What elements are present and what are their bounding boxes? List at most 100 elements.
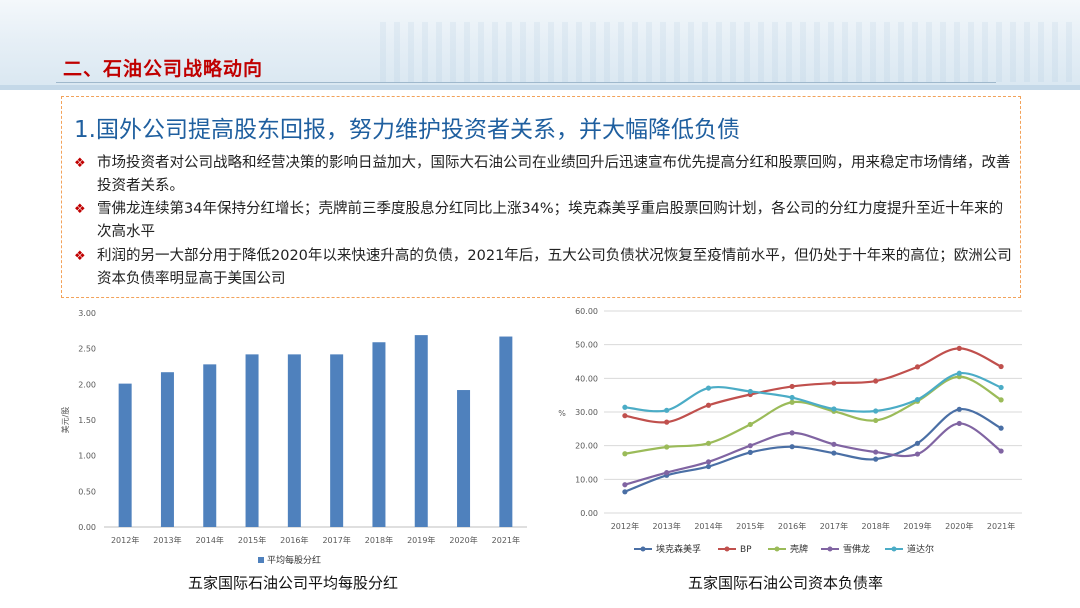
x-tick-label: 2021年 [987,521,1015,531]
x-tick-label: 2015年 [238,535,266,545]
series-point [998,425,1004,431]
series-line [624,422,1002,486]
series-point [831,441,837,447]
x-tick-label: 2012年 [611,521,639,531]
bar-legend: 平均每股分红 [258,554,321,566]
x-tick-label: 2013年 [153,535,181,545]
series-point [747,421,753,428]
series-point [998,384,1004,391]
series-line [624,347,1002,424]
x-tick-label: 2015年 [736,521,764,531]
series-point [831,450,837,456]
banner-decoration [380,22,1080,82]
legend-label: 壳牌 [790,543,808,555]
series-point [664,444,670,450]
series-point [873,449,879,455]
series-point [705,463,712,470]
x-tick-label: 2018年 [365,535,393,545]
series-point [622,489,628,495]
y-tick-label: 20.00 [575,442,598,451]
x-tick-label: 2014年 [196,535,224,545]
x-tick-label: 2019年 [903,521,931,531]
y-tick-label: 10.00 [575,475,598,484]
bar [372,342,386,527]
legend-label: 埃克森美孚 [656,543,701,555]
banner-stripe [0,85,1080,90]
series-point [622,404,628,410]
legend-label: BP [740,545,752,555]
series-point [622,482,628,488]
diamond-bullet-icon: ❖ [74,156,86,171]
line-legend-item: 壳牌 [768,543,808,555]
diamond-bullet-icon: ❖ [74,249,86,264]
series-point [914,451,921,457]
section-title: 二、石油公司战略动向 [63,58,264,80]
bar [203,364,217,527]
series-point [956,406,962,412]
series-point [789,399,795,405]
series-point [705,440,712,446]
series-point [747,443,753,449]
bullet-item: ❖ 利润的另一大部分用于降低2020年以来快速升高的负债，2021年后，五大公司… [74,245,1014,291]
series-point [914,396,921,403]
line-chart-caption: 五家国际石油公司资本负债率 [688,574,884,592]
x-tick-label: 2012年 [111,535,139,545]
series-line [624,375,1002,455]
series-point [998,448,1004,454]
series-point [747,388,753,395]
series-point [664,407,670,413]
series-point [664,470,670,476]
series-point [956,370,962,376]
bar [414,335,428,527]
series-point [622,413,628,419]
bullet-text: 市场投资者对公司战略和经营决策的影响日益加大，国际大石油公司在业绩回升后迅速宣布… [97,155,1011,194]
x-tick-label: 2021年 [492,535,520,545]
series-point [914,440,921,446]
line-legend-item: 道达尔 [885,543,934,555]
bar [160,372,174,527]
summary-box [61,96,1021,298]
series-point [747,449,753,455]
series-point [873,417,879,424]
bar [287,354,301,527]
series-point [998,397,1004,403]
x-tick-label: 2013年 [653,521,681,531]
legend-label: 雪佛龙 [843,543,870,555]
x-tick-label: 2019年 [407,535,435,545]
legend-marker [724,546,730,552]
legend-marker [774,546,780,552]
series-point [705,402,712,408]
y-tick-label: 3.00 [78,309,96,318]
diamond-bullet-icon: ❖ [74,202,86,217]
series-line [624,408,1002,493]
bullet-text: 利润的另一大部分用于降低2020年以来快速升高的负债，2021年后，五大公司负债… [97,248,1012,287]
line-legend-item: BP [718,545,752,555]
y-tick-label: 1.00 [78,452,96,461]
series-point [789,394,795,401]
series-point [873,456,879,462]
section-divider [56,82,996,83]
y-axis-label: 美元/股 [60,407,70,434]
bullet-item: ❖ 市场投资者对公司战略和经营决策的影响日益加大，国际大石油公司在业绩回升后迅速… [74,152,1014,198]
bar [118,383,132,527]
series-point [831,380,837,386]
x-tick-label: 2020年 [449,535,477,545]
y-tick-label: 1.50 [78,416,96,425]
bar [499,336,513,527]
y-tick-label: 0.00 [78,523,96,532]
x-tick-label: 2016年 [778,521,806,531]
legend-label: 道达尔 [907,543,934,555]
series-point [831,406,837,412]
x-tick-label: 2014年 [694,521,722,531]
series-point [705,385,712,391]
series-line [624,372,1002,413]
series-point [956,420,962,427]
legend-marker [640,546,646,552]
bar [245,354,259,527]
x-tick-label: 2020年 [945,521,973,531]
series-point [705,459,712,465]
y-tick-label: 2.00 [78,380,96,389]
bar [330,354,344,527]
x-tick-label: 2018年 [862,521,890,531]
